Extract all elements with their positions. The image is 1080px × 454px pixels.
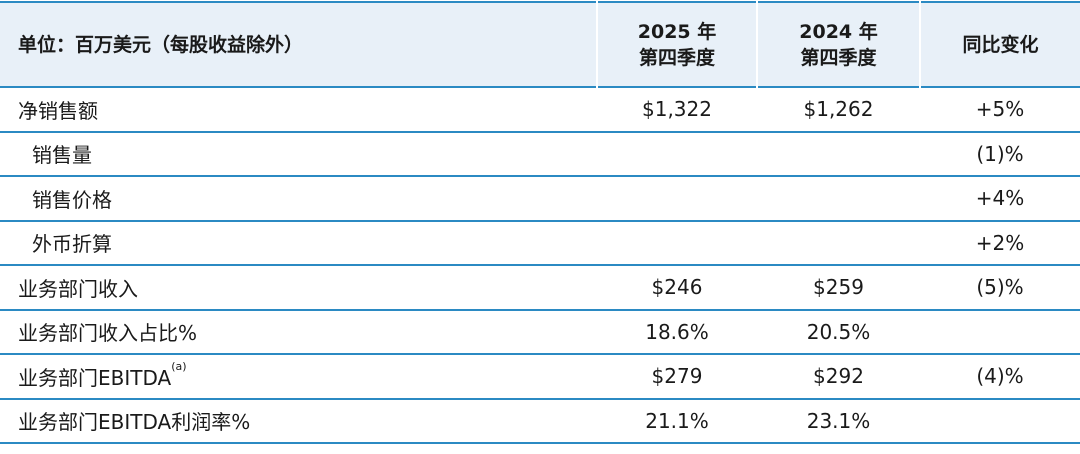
table-header: 单位：百万美元（每股收益除外） 2025 年第四季度 2024 年第四季度 同比… bbox=[0, 2, 1080, 87]
footnote-marker: (a) bbox=[171, 359, 187, 373]
header-2024-q4: 2024 年第四季度 bbox=[756, 2, 920, 87]
row-label: 外币折算 bbox=[32, 232, 112, 257]
cell-2025: $279 bbox=[651, 364, 703, 389]
header-yoy-change: 同比变化 bbox=[919, 2, 1080, 87]
header-year: 2024 年 bbox=[799, 20, 878, 43]
row-label: 业务部门EBITDA(a) bbox=[0, 354, 597, 399]
cell-change bbox=[920, 399, 1080, 444]
row-label: 业务部门EBITDA利润率% bbox=[18, 410, 251, 435]
header-year: 2025 年 bbox=[637, 20, 717, 43]
cell-2025 bbox=[597, 132, 757, 177]
cell-change: +4% bbox=[975, 186, 1025, 211]
cell-2025: $1,322 bbox=[642, 97, 712, 122]
header-quarter: 第四季度 bbox=[800, 46, 877, 69]
header-quarter: 第四季度 bbox=[638, 46, 715, 69]
unit-header: 单位：百万美元（每股收益除外） bbox=[18, 33, 304, 56]
financial-table: 单位：百万美元（每股收益除外） 2025 年第四季度 2024 年第四季度 同比… bbox=[0, 1, 1080, 444]
cell-change: (4)% bbox=[976, 364, 1024, 389]
cell-2025: 21.1% bbox=[645, 408, 709, 433]
table-row: 净销售额 $1,322 $1,262 +5% bbox=[0, 87, 1080, 132]
cell-2024 bbox=[757, 221, 920, 266]
cell-change: +2% bbox=[975, 230, 1025, 255]
cell-change: +5% bbox=[975, 97, 1025, 122]
cell-2024: 20.5% bbox=[806, 319, 871, 344]
cell-2025 bbox=[597, 176, 757, 221]
row-label: 销售价格 bbox=[32, 187, 112, 212]
table-row: 业务部门收入 $246 $259 (5)% bbox=[0, 265, 1080, 310]
cell-change bbox=[920, 310, 1080, 355]
cell-2024: $1,262 bbox=[803, 97, 874, 122]
table-row: 销售价格 +4% bbox=[0, 176, 1080, 221]
cell-change: (1)% bbox=[976, 141, 1024, 166]
cell-2024 bbox=[757, 132, 920, 177]
row-label: 业务部门收入 bbox=[18, 276, 138, 301]
cell-2024 bbox=[757, 176, 920, 221]
row-label: 业务部门收入占比% bbox=[18, 321, 198, 346]
cell-2025: $246 bbox=[651, 275, 703, 300]
cell-2024: $292 bbox=[813, 364, 864, 389]
table-row: 外币折算 +2% bbox=[0, 221, 1080, 266]
cell-2024: $259 bbox=[813, 275, 864, 300]
cell-2024: 23.1% bbox=[806, 408, 871, 433]
row-label: 销售量 bbox=[32, 143, 92, 168]
table-row: 业务部门EBITDA(a) $279 $292 (4)% bbox=[0, 354, 1080, 399]
cell-2025: 18.6% bbox=[645, 319, 709, 344]
table-row: 业务部门EBITDA利润率% 21.1% 23.1% bbox=[0, 399, 1080, 444]
cell-2025 bbox=[597, 221, 757, 266]
cell-change: (5)% bbox=[976, 275, 1024, 300]
header-2025-q4: 2025 年第四季度 bbox=[596, 2, 757, 87]
table-row: 销售量 (1)% bbox=[0, 132, 1080, 177]
row-label: 净销售额 bbox=[18, 98, 98, 123]
table-row: 业务部门收入占比% 18.6% 20.5% bbox=[0, 310, 1080, 355]
row-label-text: 业务部门EBITDA bbox=[18, 365, 172, 390]
